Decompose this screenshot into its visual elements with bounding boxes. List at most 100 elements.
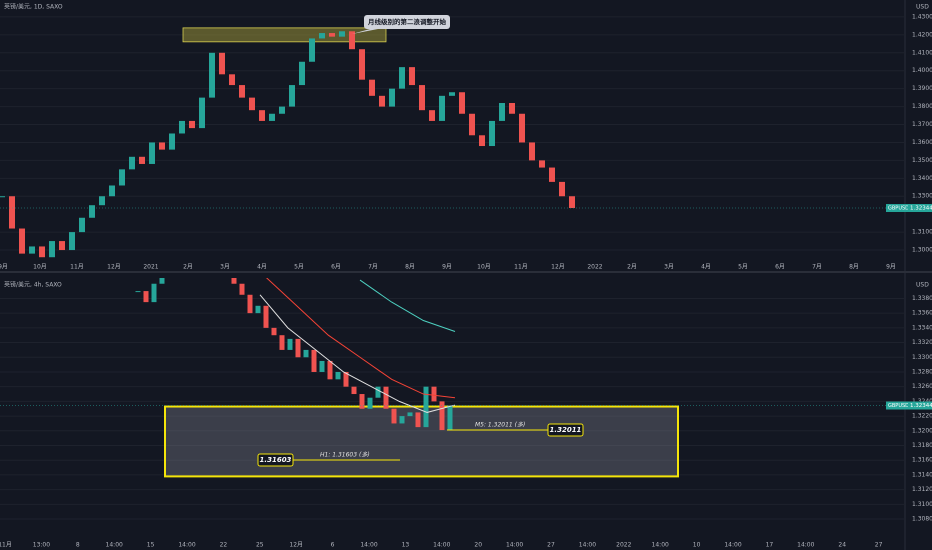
- price-tag: [908, 401, 932, 410]
- symbol-label: 英镑/美元, 1D, SAXO: [4, 3, 63, 11]
- resistance-zone: [182, 27, 387, 43]
- candle: [499, 102, 505, 121]
- candle: [89, 205, 95, 218]
- candle: [189, 120, 195, 129]
- candle: [407, 412, 413, 417]
- x-tick-label: 13:00: [33, 542, 50, 549]
- currency-label: USD: [916, 4, 929, 11]
- candle: [29, 246, 35, 254]
- y-tick-label: 1.34000: [912, 175, 932, 182]
- candle: [359, 49, 365, 80]
- candle: [569, 196, 575, 209]
- candle: [369, 79, 375, 96]
- x-tick-label: 27: [875, 542, 883, 549]
- x-tick-label: 13: [402, 542, 410, 549]
- y-tick-label: 1.30000: [912, 247, 932, 254]
- candle: [139, 156, 145, 164]
- candle: [159, 278, 165, 284]
- x-tick-label: 12月: [289, 542, 303, 549]
- symbol-tag: [886, 204, 908, 213]
- candle: [409, 67, 415, 86]
- x-tick-label: 6月: [331, 264, 341, 271]
- candle: [151, 283, 157, 303]
- candle: [479, 135, 485, 147]
- y-tick-label: 1.36000: [912, 139, 932, 146]
- x-tick-label: 14:00: [579, 542, 596, 549]
- candle: [119, 169, 125, 186]
- moving-average: [359, 279, 456, 333]
- candle: [247, 294, 253, 314]
- candle: [327, 360, 333, 380]
- moving-average: [259, 294, 456, 413]
- candle: [399, 416, 405, 424]
- symbol-tag-text: GBPUSD: [888, 206, 909, 212]
- y-tick-label: 1.33200: [912, 339, 932, 346]
- x-tick-label: 7月: [368, 264, 378, 271]
- candle: [69, 232, 75, 251]
- y-tick-label: 1.33600: [912, 310, 932, 317]
- candle: [209, 52, 215, 98]
- x-tick-label: 4月: [257, 264, 267, 271]
- candle: [449, 92, 455, 96]
- candle: [295, 338, 301, 358]
- candle: [423, 386, 429, 428]
- x-tick-label: 2022: [587, 264, 602, 271]
- candle: [349, 31, 355, 50]
- candle: [391, 408, 397, 424]
- candle: [447, 405, 453, 431]
- candle: [109, 185, 115, 197]
- candle: [389, 88, 395, 107]
- y-tick-label: 1.33000: [912, 193, 932, 200]
- x-tick-label: 2021: [143, 264, 158, 271]
- candle: [299, 61, 305, 86]
- candle: [79, 217, 85, 233]
- x-tick-label: 15: [147, 542, 155, 549]
- y-tick-label: 1.41000: [912, 49, 932, 56]
- y-tick-label: 1.43000: [912, 13, 932, 20]
- x-tick-label: 9月: [886, 264, 896, 271]
- candle: [379, 95, 385, 107]
- x-tick-label: 8月: [849, 264, 859, 271]
- candle: [255, 305, 261, 314]
- x-tick-label: 11月: [0, 542, 12, 549]
- x-tick-label: 10: [693, 542, 701, 549]
- candle: [311, 349, 317, 372]
- x-tick-label: 3月: [220, 264, 230, 271]
- x-tick-label: 11月: [514, 264, 528, 271]
- callout-box: [364, 15, 450, 29]
- candle: [399, 67, 405, 89]
- y-tick-label: 1.31800: [912, 442, 932, 449]
- level-label: M5: 1.32011 (多): [475, 420, 525, 428]
- price-pane: [0, 278, 905, 520]
- candle: [415, 412, 421, 428]
- candle: [39, 246, 45, 258]
- price-tag-text: 1.32344: [910, 206, 932, 212]
- x-tick-label: 14:00: [652, 542, 669, 549]
- x-tick-label: 14:00: [178, 542, 195, 549]
- candle: [469, 113, 475, 136]
- candle: [249, 97, 255, 111]
- candle: [459, 92, 465, 114]
- level-tag: [547, 423, 584, 437]
- candle: [519, 113, 525, 143]
- y-tick-label: 1.32800: [912, 368, 932, 375]
- candle: [343, 371, 349, 387]
- x-tick-label: 5月: [738, 264, 748, 271]
- candle: [259, 110, 265, 121]
- x-tick-label: 5月: [294, 264, 304, 271]
- candle: [367, 397, 373, 409]
- x-tick-label: 27: [547, 542, 555, 549]
- level-tag: [257, 453, 294, 467]
- candle: [279, 335, 285, 350]
- y-tick-label: 1.32000: [912, 427, 932, 434]
- y-tick-label: 1.42000: [912, 31, 932, 38]
- level-label: H1: 1.31603 (多): [320, 450, 370, 458]
- y-tick-label: 1.39000: [912, 85, 932, 92]
- candle: [143, 291, 149, 303]
- candle: [199, 97, 205, 129]
- x-tick-label: 7月: [812, 264, 822, 271]
- y-tick-label: 1.30800: [912, 516, 932, 523]
- currency-label: USD: [916, 282, 929, 289]
